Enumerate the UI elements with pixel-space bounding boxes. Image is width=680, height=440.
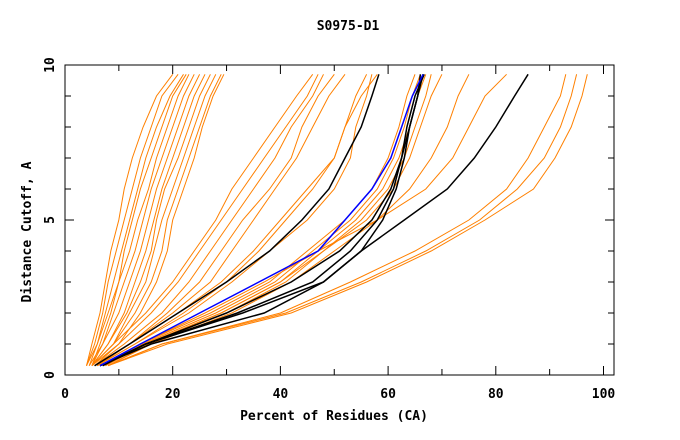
y-tick-label: 0: [43, 371, 58, 379]
x-tick-label: 60: [380, 387, 396, 402]
series-line-orange-15: [94, 74, 324, 367]
series-line-orange-29: [107, 74, 578, 367]
series-lines: [86, 73, 588, 367]
series-line-black-1: [94, 74, 380, 367]
axis-ticks: [65, 65, 614, 375]
series-line-orange-2: [86, 74, 179, 366]
series-line-orange-7: [91, 74, 201, 366]
series-line-orange-9: [91, 74, 211, 366]
series-line-orange-8: [91, 74, 206, 366]
series-line-orange-21: [102, 74, 416, 367]
plot-frame: [64, 64, 615, 376]
chart-title: S0975-D1: [317, 19, 380, 34]
x-tick-label: 0: [61, 387, 69, 402]
series-line-orange-17: [97, 74, 346, 367]
x-tick-labels: 0 20 40 60 80 100: [61, 387, 615, 402]
series-line-orange-25: [107, 74, 443, 367]
y-tick-label: 10: [43, 57, 58, 73]
series-line-orange-30: [107, 74, 588, 367]
series-line-orange-20: [97, 74, 378, 367]
series-line-orange-12: [94, 74, 225, 367]
series-line-blue-1: [99, 73, 424, 367]
series-line-black-5: [102, 74, 422, 367]
y-axis-label: Distance Cutoff, A: [20, 161, 35, 302]
x-tick-label: 100: [592, 387, 616, 402]
series-line-black-2: [99, 74, 425, 367]
x-tick-label: 20: [165, 387, 181, 402]
series-line-orange-6: [88, 74, 195, 366]
series-line-orange-19: [97, 74, 373, 367]
y-tick-label: 5: [43, 216, 58, 224]
series-line-orange-1: [86, 74, 174, 366]
series-line-orange-22: [102, 74, 421, 367]
series-line-orange-3: [88, 74, 184, 366]
series-line-orange-13: [91, 74, 314, 367]
series-line-black-4: [99, 73, 529, 367]
x-tick-label: 80: [488, 387, 504, 402]
series-line-orange-24: [105, 74, 432, 367]
series-line-orange-28: [107, 74, 567, 367]
series-line-orange-14: [91, 74, 319, 367]
series-line-orange-18: [97, 74, 368, 367]
x-axis-label: Percent of Residues (CA): [240, 409, 428, 424]
x-tick-label: 40: [273, 387, 289, 402]
series-line-orange-4: [86, 74, 187, 366]
series-line-orange-16: [97, 74, 335, 367]
series-line-orange-11: [91, 74, 222, 367]
series-line-orange-10: [91, 74, 217, 367]
y-tick-labels: 0 5 10: [43, 57, 58, 379]
series-line-orange-5: [91, 74, 190, 366]
